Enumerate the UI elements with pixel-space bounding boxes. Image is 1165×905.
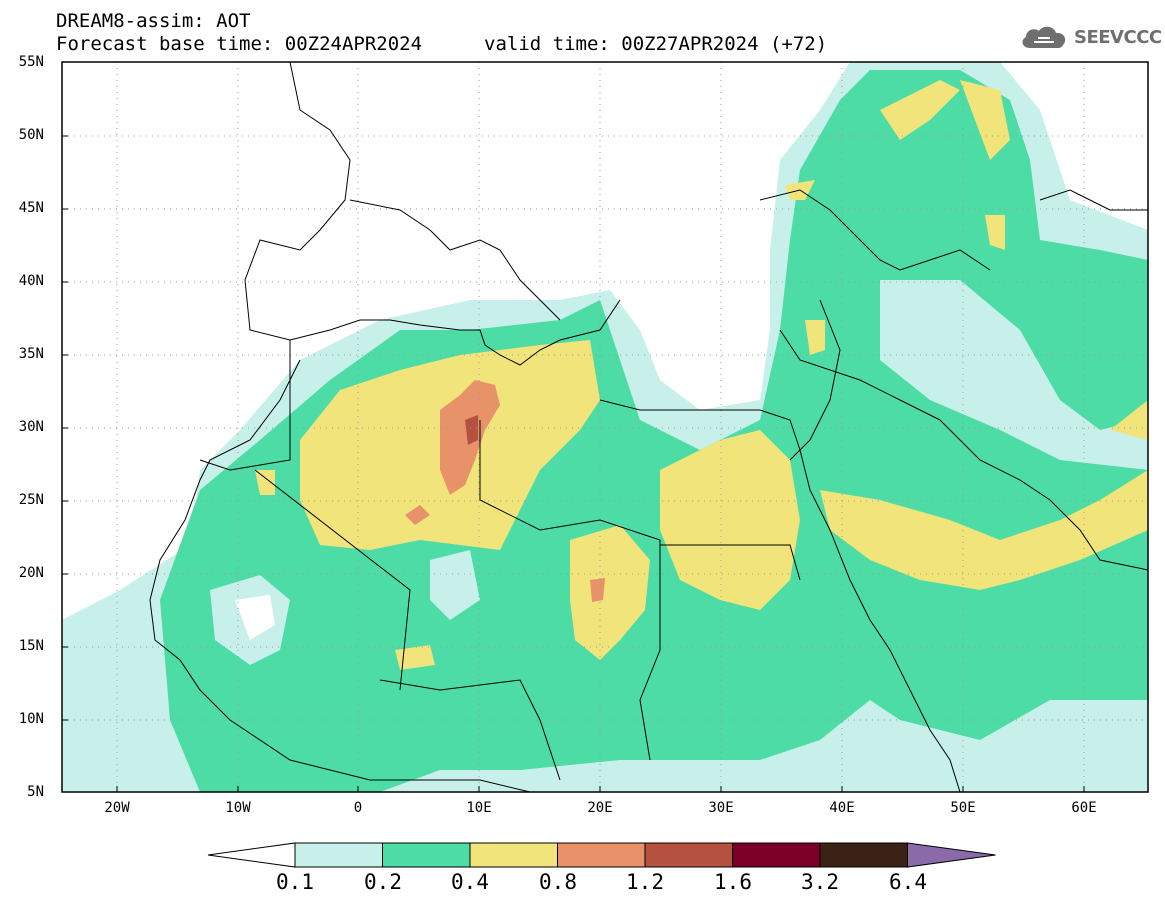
lon-label: 10E bbox=[466, 800, 492, 816]
lat-label: 55N bbox=[18, 54, 44, 70]
logo-text: SEEVCCC bbox=[1074, 26, 1162, 48]
colorbar-label: 6.4 bbox=[889, 870, 927, 894]
lon-label: 0 bbox=[353, 800, 363, 816]
colorbar-label: 1.6 bbox=[714, 870, 752, 894]
lat-label: 45N bbox=[18, 200, 44, 216]
colorbar-label: 3.2 bbox=[801, 870, 839, 894]
lon-label: 40E bbox=[829, 800, 855, 816]
lat-label: 30N bbox=[18, 419, 44, 435]
valid-time: valid time: 00Z27APR2024 (+72) bbox=[484, 33, 828, 55]
colorbar-label: 0.2 bbox=[364, 870, 402, 894]
lat-label: 35N bbox=[18, 346, 44, 362]
coastlines bbox=[149, 62, 1148, 792]
colorbar-label: 0.1 bbox=[276, 870, 314, 894]
lon-label: 60E bbox=[1071, 800, 1097, 816]
lat-label: 50N bbox=[18, 127, 44, 143]
lon-label: 20E bbox=[587, 800, 613, 816]
forecast-base-time: Forecast base time: 00Z24APR2024 bbox=[56, 33, 423, 55]
map-frame bbox=[61, 61, 1149, 793]
lat-label: 20N bbox=[18, 565, 44, 581]
colorbar-label: 0.8 bbox=[539, 870, 577, 894]
lon-label: 10W bbox=[225, 800, 251, 816]
aot-band-1.2 bbox=[465, 415, 478, 445]
map-title: DREAM8-assim: AOT bbox=[56, 10, 251, 32]
lat-label: 25N bbox=[18, 492, 44, 508]
colorbar-label: 0.4 bbox=[451, 870, 489, 894]
colorbar-label: 1.2 bbox=[626, 870, 664, 894]
cloud-icon bbox=[1022, 26, 1066, 48]
seevccc-logo: SEEVCCC bbox=[1018, 22, 1162, 52]
lon-label: 30E bbox=[708, 800, 734, 816]
lat-label: 40N bbox=[18, 273, 44, 289]
lon-label: 20W bbox=[104, 800, 130, 816]
lon-label: 50E bbox=[950, 800, 976, 816]
lat-label: 5N bbox=[27, 784, 44, 800]
lat-label: 15N bbox=[18, 638, 44, 654]
aot-band-0.2 bbox=[160, 70, 1148, 792]
lat-label: 10N bbox=[18, 711, 44, 727]
